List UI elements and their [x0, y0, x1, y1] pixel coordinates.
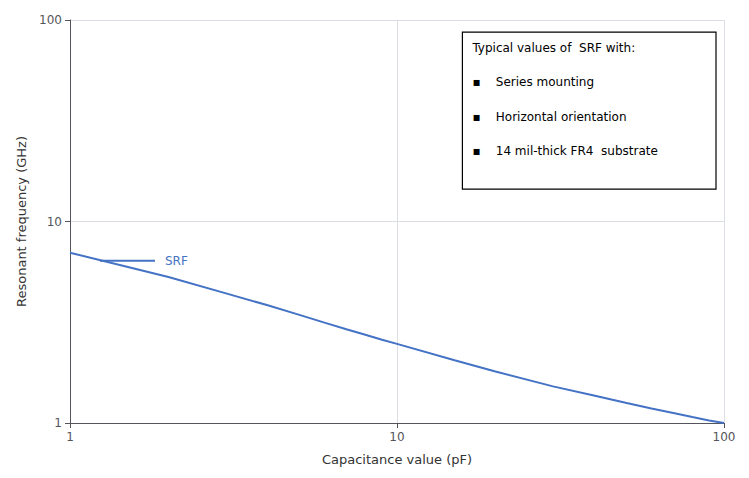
svg-text:Typical values of SRF with:: Typical values of SRF with:	[471, 41, 635, 55]
svg-text:SRF: SRF	[165, 254, 188, 268]
svg-text:100: 100	[39, 13, 62, 27]
svg-text:1: 1	[54, 416, 62, 430]
svg-text:▪ Horizontal orientation: ▪ Horizontal orientation	[472, 110, 626, 124]
svg-text:1: 1	[66, 430, 74, 444]
svg-text:Capacitance value (pF): Capacitance value (pF)	[322, 452, 472, 467]
svg-text:▪ Series mounting: ▪ Series mounting	[472, 75, 594, 89]
svg-text:100: 100	[713, 430, 736, 444]
svg-text:10: 10	[389, 430, 404, 444]
svg-text:▪ 14 mil-thick FR4 substra: ▪ 14 mil-thick FR4 substrate	[472, 144, 657, 158]
svg-text:10: 10	[47, 215, 62, 229]
svg-text:Resonant frequency (GHz): Resonant frequency (GHz)	[14, 136, 29, 307]
